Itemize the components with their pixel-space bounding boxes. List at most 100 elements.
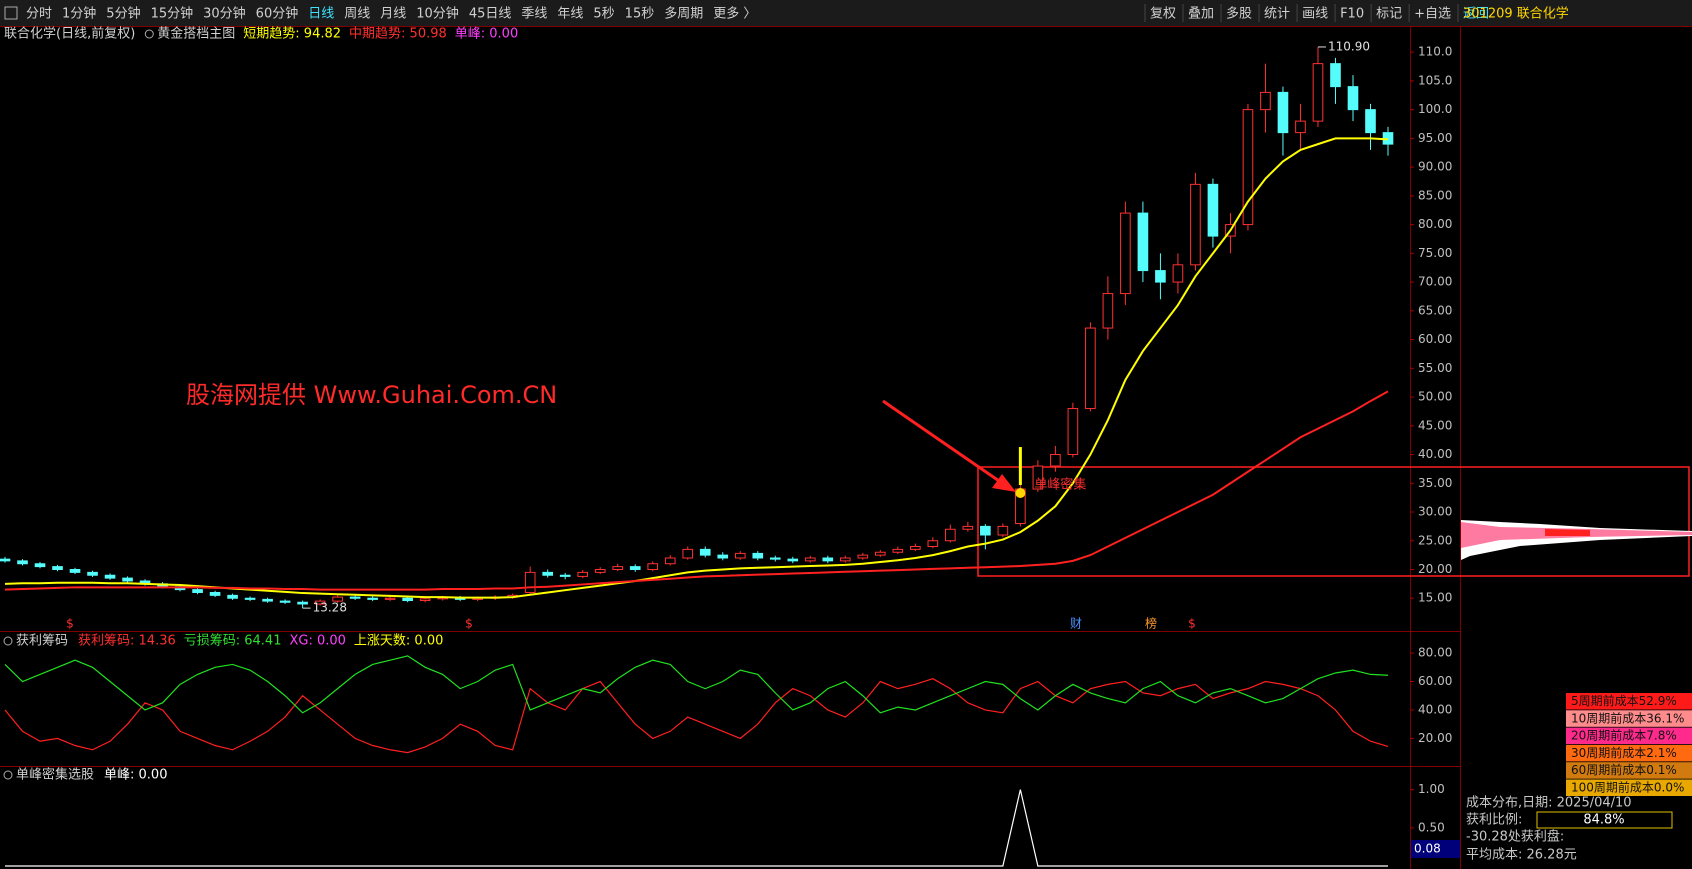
candle-body bbox=[1312, 63, 1324, 122]
period-tab[interactable]: 15分钟 bbox=[151, 6, 194, 22]
candle-body bbox=[0, 558, 11, 562]
candle-body bbox=[192, 589, 203, 593]
candle-body bbox=[857, 554, 869, 559]
candle-body bbox=[1295, 120, 1306, 134]
y-tick-label: 35.00 bbox=[1418, 476, 1452, 490]
candle-body bbox=[682, 548, 694, 559]
tool-button[interactable]: F10 bbox=[1340, 7, 1364, 22]
series-line bbox=[4, 678, 1389, 754]
period-tab[interactable]: 分时 bbox=[26, 7, 52, 22]
tool-button[interactable]: 统计 bbox=[1264, 7, 1290, 22]
candle-body bbox=[52, 566, 63, 570]
candle-body bbox=[367, 597, 378, 600]
readout-box bbox=[1411, 840, 1460, 858]
candle-body bbox=[314, 600, 326, 605]
cost-row-bg bbox=[1566, 779, 1692, 796]
candle-body bbox=[122, 577, 133, 582]
tool-button[interactable]: 叠加 bbox=[1188, 7, 1214, 22]
readout: 获利筹码: 14.36 bbox=[78, 633, 176, 649]
period-tab[interactable]: 10分钟 bbox=[416, 6, 459, 22]
period-tab[interactable]: 日线 bbox=[308, 7, 334, 22]
cost-row-bg bbox=[1566, 762, 1692, 779]
avg-cost: 平均成本: 26.28元 bbox=[1466, 848, 1577, 863]
y-tick-label: 20.00 bbox=[1418, 562, 1452, 576]
candle-body bbox=[69, 568, 81, 573]
readout: 单峰: 0.00 bbox=[104, 768, 167, 783]
menu-icon[interactable] bbox=[4, 6, 18, 20]
tool-button[interactable]: 多股 bbox=[1226, 6, 1252, 22]
tool-button[interactable]: 画线 bbox=[1302, 7, 1328, 22]
series-line bbox=[5, 789, 1388, 867]
cost-row: 10周期前成本36.1% bbox=[1571, 710, 1684, 725]
candle-body bbox=[559, 574, 571, 577]
y-tick-label: 40.00 bbox=[1418, 447, 1452, 461]
collapse-icon[interactable] bbox=[3, 636, 13, 646]
candle-body bbox=[1155, 270, 1166, 283]
period-tab[interactable]: 30分钟 bbox=[203, 6, 246, 22]
candle-body bbox=[1137, 212, 1149, 272]
y-tick-label: 100.0 bbox=[1418, 102, 1452, 116]
candle-body bbox=[1067, 408, 1079, 456]
tool-button[interactable]: +自选 bbox=[1414, 7, 1451, 22]
candle-body bbox=[1120, 212, 1131, 295]
candle-body bbox=[664, 557, 676, 565]
readout: 短期趋势: 94.82 bbox=[243, 26, 341, 42]
period-tab[interactable]: 1分钟 bbox=[62, 6, 96, 22]
period-tab[interactable]: 更多 〉 bbox=[713, 6, 756, 22]
y-tick-label: 75.00 bbox=[1418, 246, 1452, 260]
period-tab[interactable]: 周线 bbox=[344, 7, 370, 22]
period-tab[interactable]: 月线 bbox=[380, 7, 406, 22]
cost-row-bg bbox=[1566, 693, 1692, 710]
signal-label: 单峰密集 bbox=[1034, 477, 1086, 493]
y-tick-label: 80.00 bbox=[1418, 217, 1452, 231]
candle-body bbox=[734, 552, 746, 559]
panel-title: 单峰密集选股 bbox=[16, 767, 94, 783]
candle-body bbox=[875, 551, 886, 556]
cost-row: 60周期前成本0.1% bbox=[1571, 762, 1677, 777]
collapse-icon[interactable] bbox=[3, 770, 13, 780]
readout: XG: 0.00 bbox=[289, 634, 345, 649]
period-tab[interactable]: 45日线 bbox=[469, 7, 512, 22]
candle-body bbox=[542, 571, 554, 576]
collapse-icon[interactable] bbox=[144, 29, 154, 39]
cost-row: 100周期前成本0.0% bbox=[1571, 780, 1684, 795]
candle-body bbox=[945, 528, 956, 542]
y-tick-label: 90.00 bbox=[1418, 160, 1452, 174]
y-tick-label: 110.0 bbox=[1418, 45, 1452, 59]
candle-body bbox=[402, 597, 413, 602]
tool-button[interactable]: 返回 bbox=[1463, 7, 1489, 22]
candle-body bbox=[524, 571, 536, 593]
period-tab[interactable]: 季线 bbox=[521, 7, 547, 22]
candle-body bbox=[752, 552, 764, 559]
candle-body bbox=[1365, 109, 1376, 134]
candle-body bbox=[104, 574, 116, 579]
candle-body bbox=[244, 597, 256, 600]
series-line bbox=[4, 390, 1389, 591]
period-tab[interactable]: 5分钟 bbox=[106, 6, 140, 22]
period-tab[interactable]: 60分钟 bbox=[256, 6, 299, 22]
cost-row: 30周期前成本2.1% bbox=[1571, 745, 1677, 760]
tool-button[interactable]: 标记 bbox=[1376, 7, 1402, 22]
event-marker: $ bbox=[465, 617, 473, 631]
toolbar bbox=[0, 0, 1692, 26]
candle-body bbox=[384, 597, 396, 600]
period-tab[interactable]: 5秒 bbox=[593, 7, 614, 22]
event-marker: 榜 bbox=[1145, 616, 1157, 631]
y-tick-label: 60.00 bbox=[1418, 674, 1452, 688]
period-tab[interactable]: 15秒 bbox=[625, 7, 655, 22]
candle-body bbox=[1102, 293, 1114, 329]
candle-body bbox=[1085, 327, 1096, 410]
cost-row-bg bbox=[1566, 710, 1692, 727]
tool-button[interactable]: 复权 bbox=[1150, 6, 1176, 22]
highlight-box bbox=[977, 466, 1690, 577]
annotation: 110.90 bbox=[1328, 39, 1370, 53]
cost-row-bg bbox=[1566, 744, 1692, 762]
period-tab[interactable]: 年线 bbox=[557, 7, 583, 22]
period-tab[interactable]: 多周期 bbox=[664, 6, 703, 22]
panel-title: 获利筹码 bbox=[16, 633, 68, 649]
y-tick-label: 105.0 bbox=[1418, 73, 1452, 87]
candle-body bbox=[699, 548, 711, 556]
candle-body bbox=[962, 525, 974, 530]
panel-title: 联合化学(日线,前复权) bbox=[4, 26, 135, 42]
